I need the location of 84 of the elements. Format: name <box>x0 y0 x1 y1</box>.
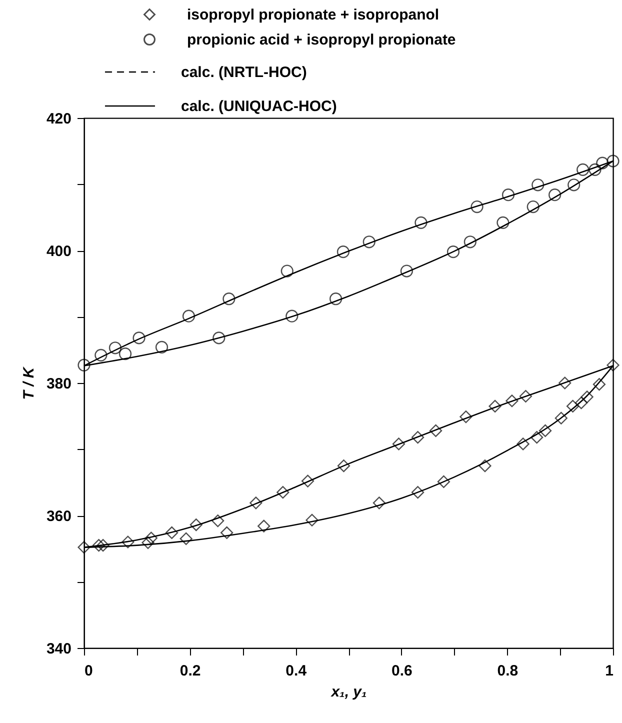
legend-label: calc. (UNIQUAC-HOC) <box>181 98 337 115</box>
y-tick-label: 400 <box>46 243 72 260</box>
point <box>538 424 552 437</box>
point <box>108 342 122 354</box>
point <box>548 188 562 202</box>
point <box>94 348 108 362</box>
point <box>580 390 594 404</box>
y-tick-label: 360 <box>46 508 72 525</box>
point <box>372 496 386 510</box>
point <box>155 340 168 354</box>
legend-label: propionic acid + isopropyl propionate <box>187 32 456 48</box>
point <box>392 438 406 450</box>
point <box>606 358 620 372</box>
point <box>478 460 492 472</box>
point <box>330 292 342 306</box>
point <box>122 536 134 548</box>
point <box>182 310 196 322</box>
point <box>220 526 234 540</box>
point <box>212 332 226 344</box>
point <box>190 518 202 532</box>
point <box>414 216 428 229</box>
point <box>276 486 290 499</box>
point <box>180 532 192 545</box>
point <box>250 496 262 510</box>
point <box>142 536 154 549</box>
x-tick-label: 0 <box>84 662 93 680</box>
point <box>588 163 602 176</box>
point <box>429 424 442 437</box>
point <box>530 431 544 444</box>
point <box>574 396 588 410</box>
point <box>412 486 424 499</box>
point <box>470 200 484 214</box>
point <box>400 264 413 278</box>
point <box>336 246 350 258</box>
point <box>526 200 540 214</box>
point <box>412 431 424 444</box>
point <box>502 188 515 202</box>
point <box>92 539 106 552</box>
point <box>532 178 544 192</box>
point <box>337 460 350 472</box>
point <box>78 541 90 554</box>
point <box>222 292 236 306</box>
point <box>568 178 580 192</box>
point <box>506 394 518 408</box>
point <box>132 332 146 344</box>
y-tick-label: 340 <box>46 640 72 658</box>
point <box>166 526 178 540</box>
point <box>596 156 609 170</box>
point <box>516 438 530 450</box>
point <box>606 154 620 168</box>
x-tick-label: 0.8 <box>497 662 518 680</box>
point <box>437 475 450 488</box>
point <box>258 520 270 532</box>
point <box>592 378 606 391</box>
y-tick-label: 420 <box>46 110 72 128</box>
y-tick-label: 380 <box>46 376 72 392</box>
point <box>118 348 132 360</box>
point <box>519 390 532 403</box>
point <box>576 163 590 176</box>
point <box>144 532 158 544</box>
point <box>566 400 580 412</box>
point <box>306 514 318 526</box>
x-tick-label: 0.6 <box>391 662 412 680</box>
point <box>488 400 502 412</box>
legend-label: isopropyl propionate + isopropanol <box>187 6 440 24</box>
x-axis-title: x₁, y₁ <box>330 684 367 700</box>
point <box>460 410 472 424</box>
x-tick-label: 0.2 <box>180 662 201 680</box>
point <box>558 376 572 390</box>
point <box>286 310 298 322</box>
point <box>96 539 110 552</box>
point <box>554 412 568 424</box>
point <box>446 246 460 258</box>
point <box>362 236 376 248</box>
point <box>78 358 90 372</box>
legend-label: calc. (NRTL-HOC) <box>181 64 307 81</box>
point <box>301 474 314 488</box>
point <box>496 216 510 229</box>
point <box>212 514 224 528</box>
x-tick-label: 0.4 <box>286 662 308 680</box>
point <box>464 236 476 248</box>
y-axis-title: T / K <box>20 366 38 400</box>
x-tick-label: 1 <box>605 662 614 680</box>
point <box>280 264 294 278</box>
